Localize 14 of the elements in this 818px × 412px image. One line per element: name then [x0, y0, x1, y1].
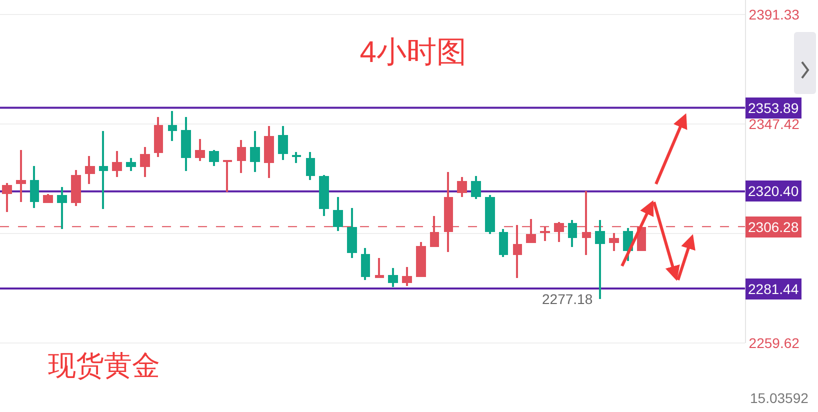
ref-line-label: 2306.28: [748, 219, 799, 235]
candlestick: [223, 160, 232, 192]
y-tick-label: 2391.33: [748, 6, 800, 22]
ref-line-label: 2353.89: [748, 100, 799, 116]
ref-line-label: 2281.44: [748, 281, 799, 297]
text: 15.03592: [750, 390, 809, 406]
y-tick-label: 2259.62: [748, 334, 800, 351]
y-tick-label: 2347.42: [748, 116, 800, 132]
annotation: 2277.18: [542, 291, 593, 307]
candlestick: [99, 131, 108, 209]
ref-line-label: 2320.40: [748, 183, 799, 199]
candlestick: [16, 150, 26, 202]
text: 现货黄金: [48, 350, 160, 381]
text: 4小时图: [360, 36, 466, 69]
